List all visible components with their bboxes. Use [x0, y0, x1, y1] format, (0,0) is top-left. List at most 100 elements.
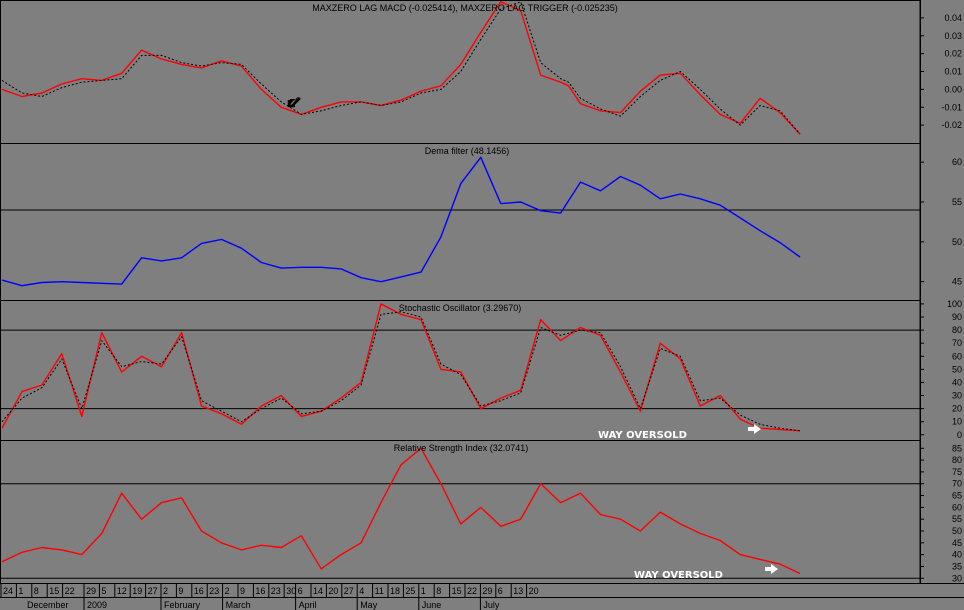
x-tick-label: 4 — [359, 586, 364, 596]
y-tick-label: 70 — [952, 479, 962, 489]
y-tick-label: 45 — [952, 277, 962, 287]
right-arrow-icon — [748, 424, 761, 434]
y-tick-label: 10 — [952, 417, 962, 427]
x-tick-label: 27 — [344, 586, 354, 596]
y-tick-label: 30 — [952, 573, 962, 583]
y-tick-label: 20 — [952, 404, 962, 414]
y-tick-label: 80 — [952, 325, 962, 335]
y-tick-label: 50 — [952, 364, 962, 374]
month-label: April — [299, 600, 317, 610]
y-tick-label: 90 — [952, 312, 962, 322]
panel-title: MAXZERO LAG MACD (-0.025414), MAXZERO LA… — [312, 3, 617, 13]
down-left-arrow-icon — [290, 97, 299, 105]
x-tick-label: 27 — [148, 586, 158, 596]
x-tick-label: 6 — [298, 586, 303, 596]
y-tick-label: 45 — [952, 538, 962, 548]
panel-frame — [0, 440, 921, 584]
x-tick-label: 24 — [3, 586, 13, 596]
series-maxzero-lag-macd — [1, 1, 801, 135]
y-tick-label: 65 — [952, 491, 962, 501]
x-tick-label: 9 — [178, 586, 183, 596]
y-tick-label: 0.04 — [944, 13, 962, 23]
y-tick-label: 80 — [952, 455, 962, 465]
month-label: December — [27, 600, 69, 610]
x-tick-label: 13 — [513, 586, 523, 596]
series--k — [1, 303, 801, 432]
x-tick-label: 2 — [225, 586, 230, 596]
y-tick-label: 60 — [952, 502, 962, 512]
x-tick-label: 20 — [328, 586, 338, 596]
month-label: May — [360, 600, 378, 610]
panel-title: Stochastic Oscillator (3.29670) — [399, 303, 522, 313]
x-tick-label: 23 — [209, 586, 219, 596]
oversold-annotation: WAY OVERSOLD — [634, 570, 723, 581]
month-label: June — [422, 600, 442, 610]
y-tick-label: 50 — [952, 526, 962, 536]
x-tick-label: 6 — [498, 586, 503, 596]
y-tick-label: 50 — [952, 237, 962, 247]
y-tick-label: 100 — [947, 299, 962, 309]
x-tick-label: 22 — [65, 586, 75, 596]
x-tick-label: 22 — [467, 586, 477, 596]
x-tick-label: 20 — [529, 586, 539, 596]
y-tick-label: 0.02 — [944, 49, 962, 59]
x-tick-label: 11 — [375, 586, 384, 596]
x-tick-label: 16 — [255, 586, 265, 596]
x-tick-label: 1 — [421, 586, 426, 596]
x-tick-label: 23 — [271, 586, 281, 596]
month-label: February — [164, 600, 201, 610]
x-tick-label: 8 — [436, 586, 441, 596]
y-tick-label: 60 — [952, 351, 962, 361]
x-tick-label: 15 — [49, 586, 59, 596]
x-tick-label: 29 — [86, 586, 96, 596]
y-tick-label: 85 — [952, 443, 962, 453]
x-tick-label: 8 — [34, 586, 39, 596]
y-tick-label: 0 — [957, 430, 962, 440]
panel-2: 60 55 50 45 Dema filter (48.1456) — [0, 143, 962, 301]
oversold-annotation: WAY OVERSOLD — [598, 430, 687, 441]
down-left-arrow-icon — [287, 97, 301, 108]
series-maxzero-lag-trigger — [1, 1, 801, 135]
y-tick-label: 40 — [952, 377, 962, 387]
x-tick-label: 15 — [452, 586, 462, 596]
x-tick-label: 1 — [18, 586, 23, 596]
y-tick-label: 55 — [952, 197, 962, 207]
x-tick-label: 16 — [194, 586, 204, 596]
right-arrow-icon — [765, 564, 778, 574]
month-label: July — [483, 600, 500, 610]
y-tick-label: 35 — [952, 561, 962, 571]
panel-title: Relative Strength Index (32.0741) — [394, 443, 529, 453]
x-tick-label: 30 — [286, 586, 296, 596]
y-tick-label: 70 — [952, 338, 962, 348]
x-tick-label: 14 — [313, 586, 323, 596]
x-tick-label: 25 — [405, 586, 415, 596]
y-tick-label: 0.01 — [944, 67, 962, 77]
x-tick-label: 18 — [390, 586, 400, 596]
x-tick-label: 5 — [101, 586, 106, 596]
series-rsi — [1, 447, 801, 575]
y-tick-label: 75 — [952, 467, 962, 477]
x-tick-label: 29 — [482, 586, 492, 596]
panel-title: Dema filter (48.1456) — [425, 146, 510, 156]
y-tick-label: 55 — [952, 514, 962, 524]
x-tick-label: 19 — [132, 586, 142, 596]
month-label: 2009 — [87, 600, 107, 610]
panel-frame — [0, 143, 921, 301]
month-label: March — [226, 600, 251, 610]
series-dema-filter — [1, 156, 801, 287]
y-tick-label: 40 — [952, 550, 962, 560]
y-tick-label: 60 — [952, 157, 962, 167]
x-tick-label: 9 — [240, 586, 245, 596]
panel-frame — [0, 0, 921, 144]
x-tick-label: 12 — [117, 586, 127, 596]
panel-frame — [0, 300, 921, 441]
series--d — [1, 311, 801, 432]
y-tick-label: -0.01 — [941, 102, 962, 112]
y-tick-label: 0.00 — [944, 84, 962, 94]
panel-1: 0.04 0.03 0.02 0.01 0.00 -0.01 -0.02 MAXZERO LA… — [0, 0, 962, 144]
y-tick-label: 0.03 — [944, 31, 962, 41]
